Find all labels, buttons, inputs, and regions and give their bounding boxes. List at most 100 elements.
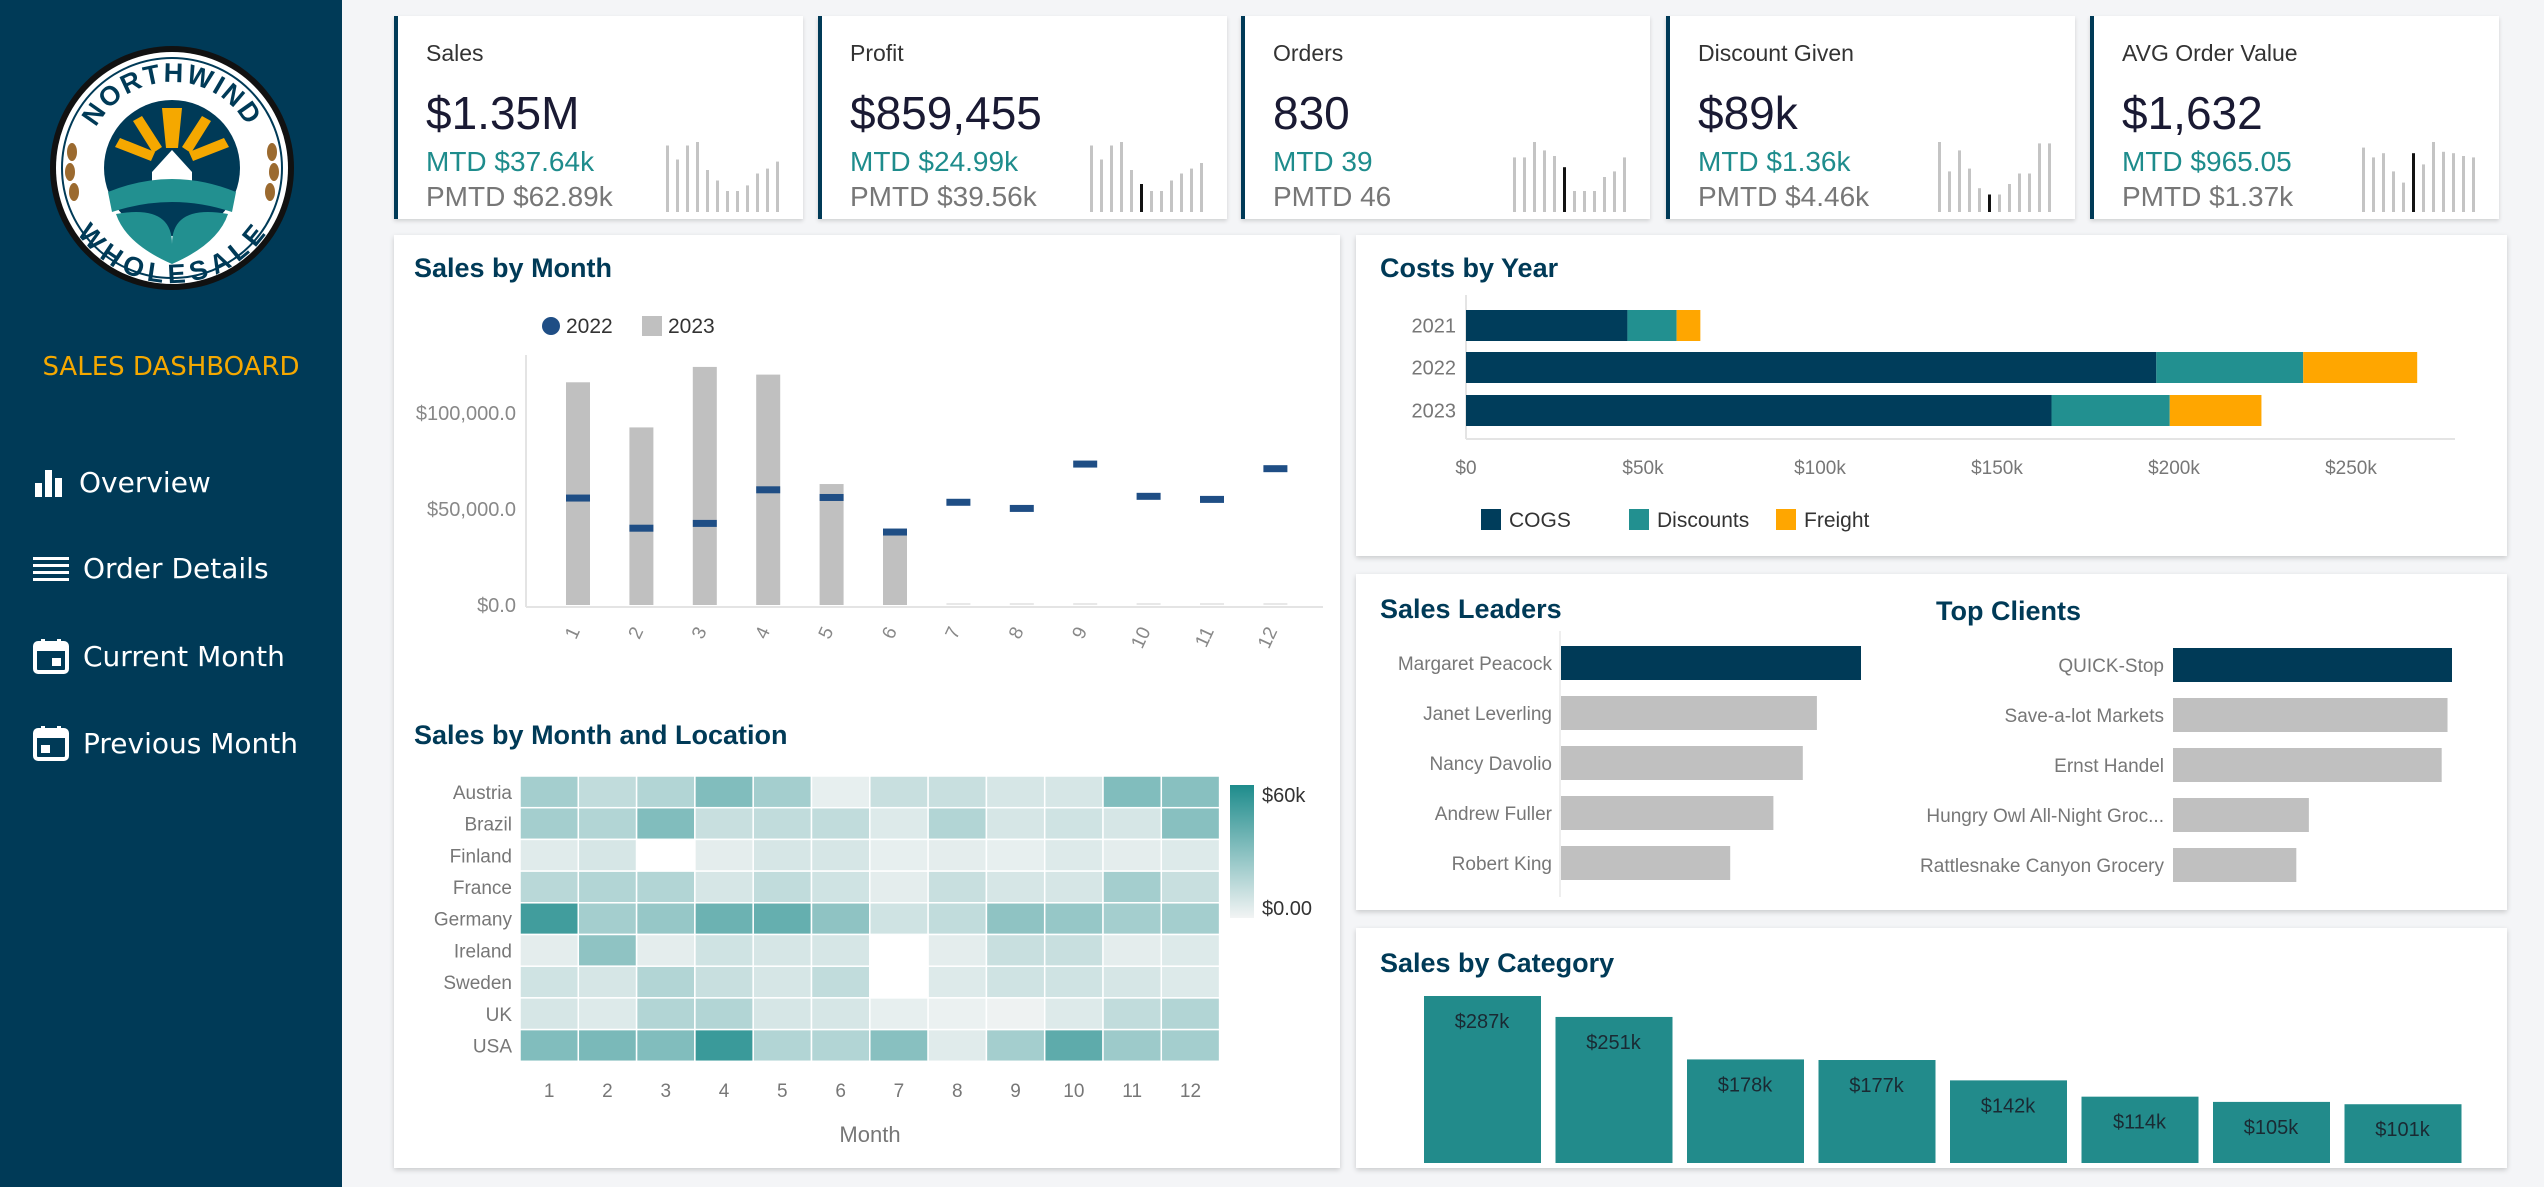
bar-2023 — [1263, 603, 1288, 605]
sparkline-bar — [1100, 159, 1103, 212]
heatmap-cell — [869, 806, 929, 841]
x-tick-label: 8 — [1005, 624, 1029, 642]
heatmap-cell — [1160, 965, 1221, 999]
nav-current-month[interactable]: Current Month — [33, 638, 285, 674]
heatmap-cell — [1043, 806, 1104, 841]
sparkline-bar — [1110, 145, 1113, 212]
heatmap-cell — [1102, 775, 1163, 809]
sparkline-bar — [2372, 157, 2375, 212]
marker-2022 — [566, 494, 590, 502]
leaders-clients-chart: Margaret Peacock Janet Leverling Nancy Dav… — [1398, 631, 2452, 897]
sparkline-bar — [1573, 191, 1576, 212]
heatmap-cell — [810, 870, 871, 904]
sparkline-bar — [2362, 147, 2365, 212]
category-value-label: $178k — [1718, 1074, 1773, 1096]
sidebar: NORTHWIND WHOLESALE SALES DASHBOARD Over… — [0, 0, 342, 1187]
heatmap-cell — [519, 870, 580, 904]
sales-by-category-chart: $287k $251k $178k $177k $142k $114k $105k $101k — [1424, 996, 2462, 1163]
category-value-label: $251k — [1586, 1032, 1641, 1054]
heatmap-cell — [694, 997, 754, 1031]
bar — [1561, 846, 1731, 880]
sparkline-bar — [2442, 151, 2445, 212]
bar-label: Ernst Handel — [2054, 756, 2164, 777]
y-tick-label: $0.0 — [477, 595, 516, 617]
heatmap-cell — [1160, 902, 1221, 936]
color-scale-min: $0.00 — [1262, 898, 1312, 920]
heatmap-cell — [577, 1028, 638, 1063]
sparkline-bar — [1978, 188, 1981, 212]
heatmap-cell — [1102, 806, 1163, 841]
bar-2023 — [1073, 603, 1098, 605]
category-bar — [1687, 1059, 1804, 1163]
heatmap-cell — [1043, 838, 1104, 872]
nav-order-details[interactable]: Order Details — [33, 552, 269, 585]
heatmap-cell — [985, 997, 1046, 1031]
sparkline-bar — [1988, 194, 1991, 212]
heatmap-cell — [869, 1028, 929, 1063]
heatmap-cell — [927, 838, 988, 872]
kpi-card-discount-given[interactable]: Discount Given $89k MTD $1.36k PMTD $4.4… — [1666, 16, 2075, 219]
bar-2023 — [566, 382, 590, 605]
heatmap-cell — [635, 806, 696, 841]
heatmap-cell — [1160, 1028, 1221, 1063]
costs-by-year-title: Costs by Year — [1380, 253, 1559, 283]
sparkline-bar — [2462, 156, 2465, 212]
nav-overview[interactable]: Overview — [33, 466, 211, 499]
heatmap-cell — [927, 1028, 988, 1063]
heatmap-cell — [694, 870, 754, 904]
heatmap-cell — [577, 838, 638, 872]
heatmap-cell — [985, 838, 1046, 872]
sparkline-bar — [716, 180, 719, 212]
heatmap-cell — [519, 775, 580, 809]
sparkline-bar — [2412, 153, 2415, 212]
category-bar — [1950, 1080, 2067, 1163]
sparkline-bar — [2048, 143, 2051, 212]
kpi-card-profit[interactable]: Profit $859,455 MTD $24.99k PMTD $39.56k — [818, 16, 1227, 219]
kpi-pmtd: PMTD $1.37k — [2122, 181, 2294, 212]
sparkline-bar — [2038, 143, 2041, 212]
heatmap-cell — [519, 933, 580, 967]
heatmap-cell — [1102, 965, 1163, 999]
bar-cogs — [1466, 310, 1628, 341]
sparkline-bar — [666, 145, 669, 212]
heatmap-cell — [927, 902, 988, 936]
sparkline-bar — [676, 159, 679, 212]
heatmap-cell — [577, 997, 638, 1031]
sparkline-bar — [1563, 167, 1566, 212]
heatmap-cell — [694, 1028, 754, 1063]
marker-2022 — [629, 524, 654, 532]
nav-previous-month[interactable]: Previous Month — [33, 725, 298, 761]
sparkline-bar — [2422, 164, 2425, 212]
kpi-value: $1,632 — [2122, 87, 2263, 139]
kpi-card-sales[interactable]: Sales $1.35M MTD $37.64k PMTD $62.89k — [394, 16, 803, 219]
kpi-card-orders[interactable]: Orders 830 MTD 39 PMTD 46 — [1241, 16, 1650, 219]
category-value-label: $287k — [1455, 1011, 1510, 1033]
heatmap-cell — [577, 933, 638, 967]
heatmap-cell — [927, 775, 988, 809]
heatmap-cell — [694, 902, 754, 936]
kpi-card-avg-order-value[interactable]: AVG Order Value $1,632 MTD $965.05 PMTD … — [2090, 16, 2499, 219]
sparkline-bar — [2392, 171, 2395, 212]
heatmap-x-label: 9 — [1010, 1081, 1021, 1102]
kpi-title: Profit — [850, 40, 904, 66]
sparkline-bar — [1998, 194, 2001, 212]
sparkline-bar — [2402, 182, 2405, 212]
bar-cogs — [1466, 352, 2157, 383]
kpi-pmtd: PMTD $39.56k — [850, 181, 1037, 212]
heatmap-cell — [635, 775, 696, 809]
heatmap-cell — [985, 933, 1046, 967]
heatmap-row-label: Germany — [434, 910, 513, 931]
marker-2022 — [883, 528, 907, 536]
heatmap-cell — [1043, 933, 1104, 967]
calendar-icon — [33, 726, 69, 761]
leaders-panel: Sales Leaders Top Clients — [1356, 574, 2507, 910]
heatmap-x-label: 6 — [835, 1081, 846, 1102]
heatmap-cell — [1160, 838, 1221, 872]
bar-2023 — [1009, 603, 1034, 605]
heatmap-cell — [519, 1028, 580, 1063]
category-bar — [2081, 1096, 2199, 1163]
sales-leaders-title: Sales Leaders — [1380, 594, 1562, 624]
heatmap-cell — [1160, 870, 1221, 904]
sparkline-bar — [1938, 142, 1941, 212]
